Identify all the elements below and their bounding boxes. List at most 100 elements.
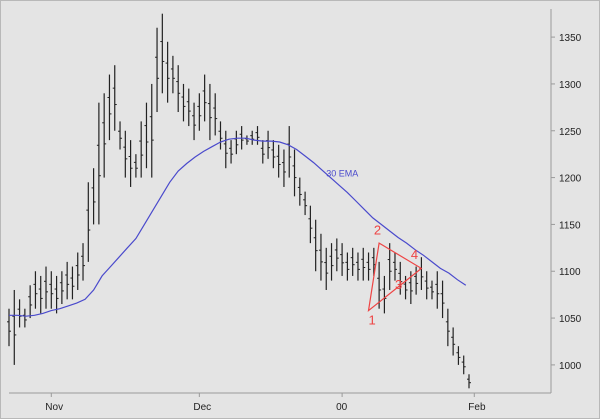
point-label-4: 4 — [411, 247, 418, 262]
price-bar — [403, 275, 408, 300]
price-bar — [244, 135, 249, 145]
price-bar — [149, 83, 154, 178]
price-bar — [345, 252, 350, 281]
price-bar — [445, 308, 450, 347]
price-bar — [461, 355, 466, 375]
price-bar — [260, 140, 265, 164]
price-bar — [49, 271, 54, 309]
price-bar — [107, 74, 112, 141]
price-bar — [398, 261, 403, 295]
price-bar — [234, 130, 239, 155]
y-tick-label: 1100 — [559, 267, 581, 278]
price-bar — [429, 280, 434, 300]
x-tick-label: Feb — [468, 402, 486, 413]
point-label-1: 1 — [369, 313, 376, 328]
price-bar — [435, 271, 440, 309]
price-bar — [334, 238, 339, 272]
ema-line — [9, 137, 467, 317]
price-bar — [202, 74, 207, 122]
price-bar — [28, 285, 33, 319]
price-bar — [65, 261, 70, 300]
price-bar — [102, 93, 107, 178]
y-tick-label: 1000 — [559, 361, 582, 372]
triangle-outline — [367, 242, 423, 313]
y-tick-label: 1300 — [559, 80, 582, 91]
price-bar — [213, 93, 218, 136]
price-bar — [86, 182, 91, 262]
price-bar — [287, 126, 292, 178]
price-bar — [266, 130, 271, 159]
price-bar — [192, 102, 197, 141]
y-tick-label: 1050 — [559, 314, 582, 325]
price-bar — [456, 346, 461, 365]
y-tick-label: 1350 — [559, 33, 582, 44]
price-bar — [255, 126, 260, 145]
price-bar — [7, 308, 11, 347]
price-bar — [355, 252, 360, 281]
price-bar — [160, 13, 165, 94]
price-bars — [7, 13, 471, 389]
price-bar — [329, 243, 334, 281]
price-bar — [96, 102, 101, 225]
x-tick-label: Dec — [193, 402, 211, 413]
price-bar — [38, 275, 43, 314]
price-bar — [112, 65, 117, 131]
y-tick-label: 1150 — [559, 220, 581, 231]
price-bar — [318, 233, 323, 281]
price-bar — [292, 149, 297, 197]
price-bar — [366, 252, 371, 281]
price-bar — [44, 266, 49, 309]
x-tick-label: 00 — [336, 402, 348, 413]
price-bar — [340, 243, 345, 276]
point-label-2: 2 — [374, 223, 381, 238]
price-bar — [377, 261, 382, 309]
price-bar — [91, 168, 96, 225]
price-bar — [12, 289, 17, 365]
price-bar — [144, 102, 149, 169]
annotations: 30 EMA 1 2 34 — [326, 169, 418, 328]
price-bar — [75, 252, 80, 290]
price-bar — [281, 149, 286, 187]
price-bar — [324, 247, 329, 290]
price-bar — [276, 144, 281, 178]
price-bar — [133, 154, 138, 178]
price-bar — [419, 257, 424, 290]
price-bar — [118, 121, 123, 150]
price-bar — [271, 140, 276, 169]
y-tick-label: 1200 — [559, 174, 582, 185]
price-bar — [303, 191, 308, 216]
price-bar — [207, 83, 212, 141]
price-bar — [467, 374, 471, 389]
price-bar — [308, 205, 313, 244]
price-bar — [218, 121, 223, 150]
price-bar — [387, 243, 392, 290]
price-bar — [181, 83, 186, 122]
point-label-3: 3 — [395, 277, 402, 292]
price-bar — [250, 130, 255, 145]
price-bar — [223, 130, 228, 169]
price-bar — [297, 177, 302, 206]
price-bar — [59, 271, 64, 305]
triangle-pattern — [367, 242, 423, 313]
price-bar — [33, 271, 38, 309]
price-bar — [165, 41, 170, 103]
price-bar — [54, 275, 59, 314]
price-bar — [81, 243, 86, 281]
price-bar — [382, 275, 387, 314]
price-bar — [155, 27, 160, 113]
price-bar — [424, 271, 429, 300]
ema-label: 30 EMA — [326, 169, 358, 179]
ema-line-layer — [9, 137, 467, 317]
x-tick-label: Nov — [45, 402, 63, 413]
price-bar — [371, 247, 376, 276]
price-bar — [392, 252, 397, 281]
price-bar — [414, 266, 419, 295]
price-bar — [186, 88, 191, 127]
x-axis: NovDec00FebMar — [9, 392, 551, 413]
y-tick-label: 1250 — [559, 127, 582, 138]
price-bar — [197, 93, 202, 131]
price-bar — [313, 219, 318, 272]
price-bar — [229, 140, 234, 164]
